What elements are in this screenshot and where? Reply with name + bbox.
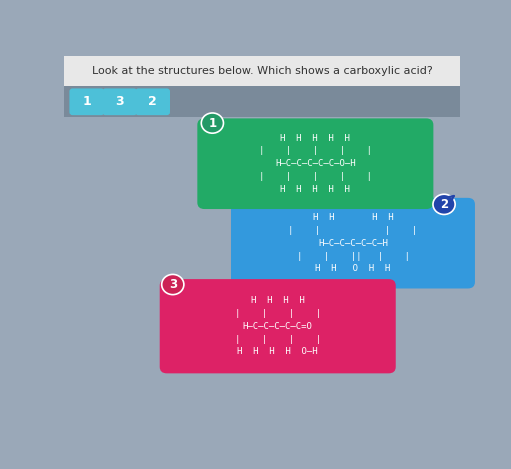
Text: 3: 3 <box>115 95 124 108</box>
Circle shape <box>201 113 223 133</box>
Text: 2: 2 <box>440 198 448 211</box>
FancyBboxPatch shape <box>135 89 170 115</box>
Text: Look at the structures below. Which shows a carboxylic acid?: Look at the structures below. Which show… <box>91 66 432 76</box>
FancyBboxPatch shape <box>64 56 460 86</box>
Text: H  H  H  H  H
|    |    |    |    |
H–C–C–C–C–C–O–H
|    |    |    |    |
H  H  : H H H H H | | | | | H–C–C–C–C–C–O–H | | … <box>259 134 372 194</box>
FancyBboxPatch shape <box>64 86 460 117</box>
Text: 1: 1 <box>208 117 217 129</box>
FancyBboxPatch shape <box>160 279 396 373</box>
Text: H  H       H  H
|    |            |    |
H–C–C–C–C–C–H
|    |    ||   |    |
H  : H H H H | | | | H–C–C–C–C–C–H | | || | |… <box>289 213 417 273</box>
Text: 1: 1 <box>82 95 91 108</box>
FancyBboxPatch shape <box>231 198 475 288</box>
Circle shape <box>433 194 455 214</box>
FancyBboxPatch shape <box>197 118 433 209</box>
Text: 3: 3 <box>169 278 177 291</box>
Circle shape <box>161 274 184 295</box>
FancyBboxPatch shape <box>102 89 137 115</box>
Text: 2: 2 <box>148 95 157 108</box>
FancyBboxPatch shape <box>69 89 104 115</box>
Text: H  H  H  H
|    |    |    |
H–C–C–C–C–C=O
|    |    |    |
H  H  H  H  O–H: H H H H | | | | H–C–C–C–C–C=O | | | | H … <box>235 296 321 356</box>
